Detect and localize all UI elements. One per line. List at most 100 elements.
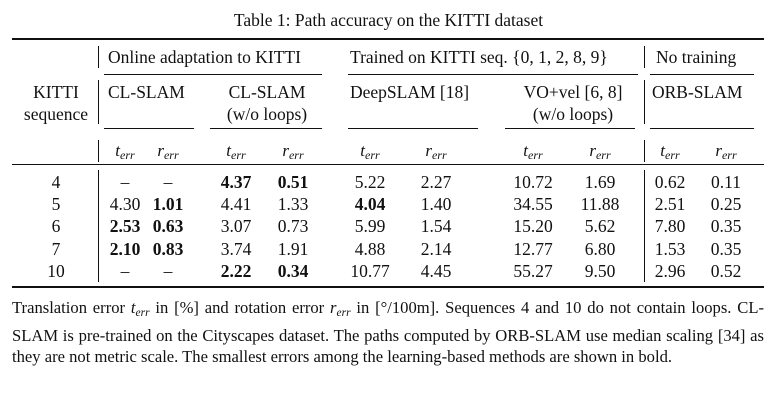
vsep-left-header-3: [98, 140, 99, 162]
value-cell: 3.74: [220, 239, 252, 259]
value-cell: –: [120, 261, 130, 281]
value-cell: 1.40: [420, 194, 452, 214]
value-cell: 2.96: [654, 261, 686, 281]
value-cell: –: [163, 172, 173, 192]
vsep-right-header-2: [644, 80, 645, 124]
method-rule-orbslam: [650, 128, 754, 129]
sequence-cell: 5: [51, 194, 61, 214]
value-cell: 0.52: [710, 261, 742, 281]
group-header-trained: Trained on KITTI seq. {0, 1, 2, 8, 9}: [350, 47, 608, 67]
sequence-cell: 10: [47, 261, 65, 281]
sequence-cell: 4: [51, 172, 61, 192]
method-rule-vovel: [505, 128, 635, 129]
method-header-clslam-noloop-2: (w/o loops): [226, 104, 308, 124]
method-rule-clslam: [104, 128, 194, 129]
value-cell: 10.72: [513, 172, 553, 192]
header-bottom-rule: [12, 164, 764, 165]
value-cell: 0.51: [277, 172, 309, 192]
value-cell: 5.62: [584, 216, 616, 236]
vsep-right-header-3: [644, 140, 645, 162]
value-cell: 34.55: [513, 194, 553, 214]
value-cell: 4.41: [220, 194, 252, 214]
value-cell: 2.53: [109, 216, 141, 236]
value-cell: 4.37: [220, 172, 252, 192]
value-cell: 1.69: [584, 172, 616, 192]
method-header-vovel-2: (w/o loops): [532, 104, 614, 124]
vsep-left-header-2: [98, 80, 99, 124]
t-err-header: terr: [660, 141, 680, 162]
value-cell: 4.45: [420, 261, 452, 281]
row-header-sequence: sequence: [23, 104, 89, 124]
value-cell: 12.77: [513, 239, 553, 259]
value-cell: 0.11: [711, 172, 741, 192]
value-cell: 2.22: [220, 261, 252, 281]
method-header-clslam-noloop-1: CL-SLAM: [228, 82, 306, 102]
vsep-right-header-1: [644, 46, 645, 68]
value-cell: 1.54: [420, 216, 452, 236]
t-err-header: terr: [226, 141, 246, 162]
value-cell: 2.14: [420, 239, 452, 259]
value-cell: 0.63: [152, 216, 184, 236]
method-header-deepslam: DeepSLAM [18]: [350, 82, 470, 102]
value-cell: 15.20: [513, 216, 553, 236]
method-header-vovel-1: VO+vel [6, 8]: [523, 82, 623, 102]
group-rule-online: [104, 74, 322, 75]
value-cell: 1.01: [152, 194, 184, 214]
group-rule-trained: [348, 74, 638, 75]
value-cell: 4.30: [109, 194, 141, 214]
row-header-kitti: KITTI: [33, 82, 79, 102]
bottom-rule: [12, 286, 764, 288]
value-cell: –: [163, 261, 173, 281]
vsep-left-header-1: [98, 46, 99, 68]
value-cell: 0.34: [277, 261, 309, 281]
value-cell: 0.73: [277, 216, 309, 236]
top-rule: [12, 38, 764, 40]
value-cell: 0.35: [710, 239, 742, 259]
value-cell: 1.33: [277, 194, 309, 214]
r-err-header: rerr: [715, 141, 737, 162]
value-cell: 0.62: [654, 172, 686, 192]
group-rule-none: [650, 74, 754, 75]
value-cell: 0.35: [710, 216, 742, 236]
value-cell: –: [120, 172, 130, 192]
t-err-header: terr: [360, 141, 380, 162]
method-rule-deepslam: [348, 128, 478, 129]
t-err-header: terr: [115, 141, 135, 162]
value-cell: 1.53: [654, 239, 686, 259]
value-cell: 0.83: [152, 239, 184, 259]
value-cell: 4.04: [354, 194, 386, 214]
r-err-header: rerr: [282, 141, 304, 162]
value-cell: 10.77: [350, 261, 390, 281]
r-err-header: rerr: [425, 141, 447, 162]
method-header-orbslam: ORB-SLAM: [652, 82, 743, 102]
value-cell: 11.88: [580, 194, 620, 214]
value-cell: 9.50: [584, 261, 616, 281]
r-err-header: rerr: [589, 141, 611, 162]
table-footnote: Translation error terr in [%] and rotati…: [12, 298, 764, 366]
method-rule-clslam-noloop: [210, 128, 322, 129]
t-err-header: terr: [523, 141, 543, 162]
value-cell: 4.88: [354, 239, 386, 259]
group-header-online: Online adaptation to KITTI: [108, 47, 301, 67]
value-cell: 5.99: [354, 216, 386, 236]
value-cell: 5.22: [354, 172, 386, 192]
value-cell: 55.27: [513, 261, 553, 281]
value-cell: 0.25: [710, 194, 742, 214]
value-cell: 2.27: [420, 172, 452, 192]
value-cell: 6.80: [584, 239, 616, 259]
method-header-clslam: CL-SLAM: [108, 82, 185, 102]
value-cell: 1.91: [277, 239, 309, 259]
value-cell: 2.51: [654, 194, 686, 214]
value-cell: 3.07: [220, 216, 252, 236]
sequence-cell: 7: [51, 239, 61, 259]
sequence-cell: 6: [51, 216, 61, 236]
group-header-none: No training: [656, 47, 737, 67]
r-err-symbol: rerr: [330, 298, 351, 319]
value-cell: 2.10: [109, 239, 141, 259]
vsep-right-body: [644, 170, 645, 282]
t-err-symbol: terr: [130, 298, 150, 319]
value-cell: 7.80: [654, 216, 686, 236]
table-caption: Table 1: Path accuracy on the KITTI data…: [233, 10, 544, 30]
vsep-left-body: [98, 170, 99, 282]
r-err-header: rerr: [157, 141, 179, 162]
